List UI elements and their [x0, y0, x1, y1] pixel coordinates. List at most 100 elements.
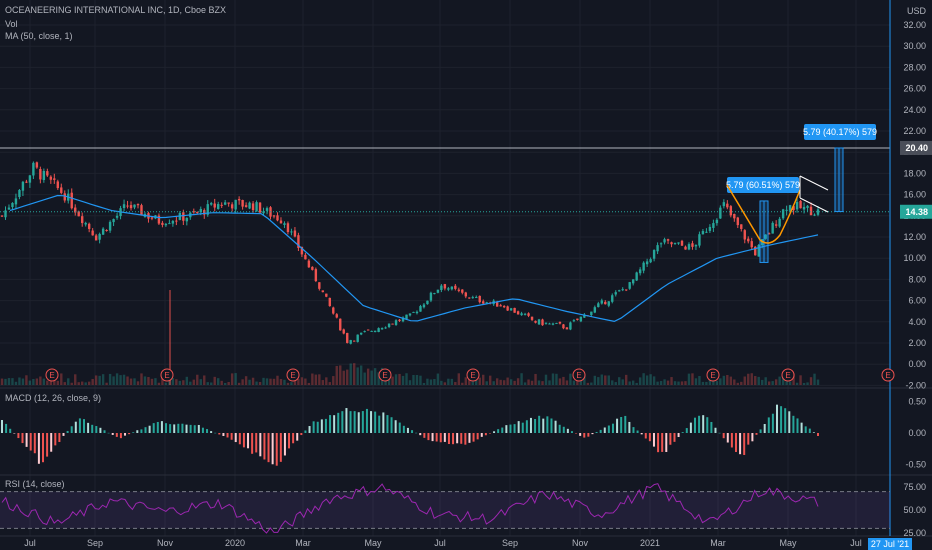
volume-bar	[217, 378, 220, 385]
macd-histogram-bar	[611, 423, 614, 433]
macd-histogram-bar	[78, 418, 81, 433]
flag-upper-line	[799, 175, 829, 191]
candle-body	[659, 243, 663, 245]
volume-bar	[373, 368, 377, 385]
candle-body	[258, 202, 262, 213]
macd-histogram-bar	[636, 430, 639, 433]
volume-bar	[666, 380, 670, 385]
candle-body	[175, 220, 178, 222]
volume-bar	[715, 381, 719, 385]
time-tick-label: Mar	[710, 538, 726, 548]
volume-bar	[387, 377, 391, 385]
candle-body	[241, 199, 244, 207]
volume-bar	[523, 382, 527, 385]
macd-histogram-bar	[431, 433, 434, 442]
volume-bar	[272, 378, 276, 385]
candle-body	[220, 204, 223, 206]
candle-body	[217, 204, 220, 209]
macd-histogram-bar	[480, 433, 483, 437]
volume-bar	[122, 374, 126, 385]
volume-bar	[210, 382, 213, 385]
candle-body	[673, 242, 677, 244]
candle-body	[363, 331, 366, 333]
ma-legend[interactable]: MA (50, close, 1)	[5, 31, 73, 41]
macd-histogram-bar	[595, 431, 598, 433]
macd-histogram-bar	[66, 430, 69, 433]
candle-body	[687, 244, 691, 250]
candle-body	[555, 322, 558, 324]
candle-body	[325, 293, 328, 297]
candle-body	[332, 307, 335, 314]
earnings-marker-icon	[45, 368, 59, 382]
rsi-legend[interactable]: RSI (14, close)	[5, 479, 65, 489]
volume-bar	[394, 374, 398, 385]
candle-body	[729, 206, 733, 216]
volume-bar	[743, 376, 746, 385]
macd-histogram-bar	[1, 420, 3, 433]
volume-bar	[656, 381, 659, 385]
macd-histogram-bar	[398, 422, 401, 433]
volume-bar	[478, 377, 481, 385]
time-tick-label: Nov	[572, 538, 589, 548]
candle-body	[42, 170, 46, 181]
volume-bar	[635, 382, 638, 385]
macd-histogram-bar	[242, 433, 245, 448]
macd-histogram-bar	[234, 433, 237, 443]
volume-legend[interactable]: Vol	[5, 19, 18, 29]
candle-body	[757, 245, 760, 257]
macd-histogram-bar	[607, 425, 610, 433]
candle-body	[377, 328, 380, 333]
chart-drawings[interactable]: 5.79 (60.51%) 579 5.79 (40.17%) 579	[0, 0, 891, 536]
candle-body	[384, 327, 387, 329]
volume-bar	[401, 375, 405, 385]
macd-histogram-bar	[169, 424, 172, 433]
candle-body	[708, 226, 712, 231]
macd-histogram-bar	[620, 416, 623, 433]
macd-histogram-bar	[304, 430, 307, 433]
candle-body	[244, 205, 248, 207]
macd-histogram-bar	[509, 424, 512, 433]
candle-body	[534, 320, 537, 323]
volume-bar	[255, 381, 258, 385]
time-tick-label: Jul	[434, 538, 446, 548]
volume-bar	[300, 377, 304, 385]
macd-histogram-bar	[517, 421, 520, 433]
candle-body	[370, 330, 373, 332]
volume-bar	[565, 380, 569, 385]
volume-bar	[63, 382, 66, 385]
volume-bar	[485, 381, 488, 385]
price-axis[interactable]: 32.0030.0028.0026.0024.0022.0020.0018.00…	[900, 6, 932, 538]
volume-bar	[757, 376, 760, 385]
candle-body	[701, 231, 705, 235]
candle-body	[743, 230, 746, 240]
time-axis[interactable]: Jul Sep Nov 2020 Mar May Jul Sep Nov 2021 Mar May Ju…	[24, 538, 912, 550]
macd-histogram-bar	[312, 421, 315, 433]
candle-body	[136, 204, 140, 206]
candle-body	[635, 272, 638, 281]
volume-bar	[35, 378, 39, 385]
candle-body	[304, 254, 307, 260]
volume-bar	[115, 373, 119, 385]
macd-histogram-bar	[685, 428, 688, 433]
volume-bar	[67, 378, 70, 385]
macd-histogram-bar	[755, 433, 758, 435]
candle-body	[694, 245, 698, 247]
macd-histogram-bar	[226, 433, 229, 438]
time-tick-label: Mar	[295, 538, 311, 548]
candle-body	[321, 290, 325, 293]
chart-title[interactable]: OCEANEERING INTERNATIONAL INC, 1D, Cboe …	[5, 5, 227, 15]
volume-bar	[754, 376, 757, 385]
volume-bar	[652, 376, 656, 385]
volume-bar	[206, 382, 209, 385]
macd-histogram-bar	[99, 427, 102, 433]
volume-bar	[792, 373, 795, 385]
volume-bar	[436, 373, 440, 385]
candle-body	[726, 203, 729, 208]
candle-body	[346, 332, 349, 343]
macd-legend[interactable]: MACD (12, 26, close, 9)	[5, 393, 102, 403]
volume-bar	[332, 376, 335, 385]
volume-bar	[747, 373, 750, 385]
candle-body	[412, 311, 415, 313]
